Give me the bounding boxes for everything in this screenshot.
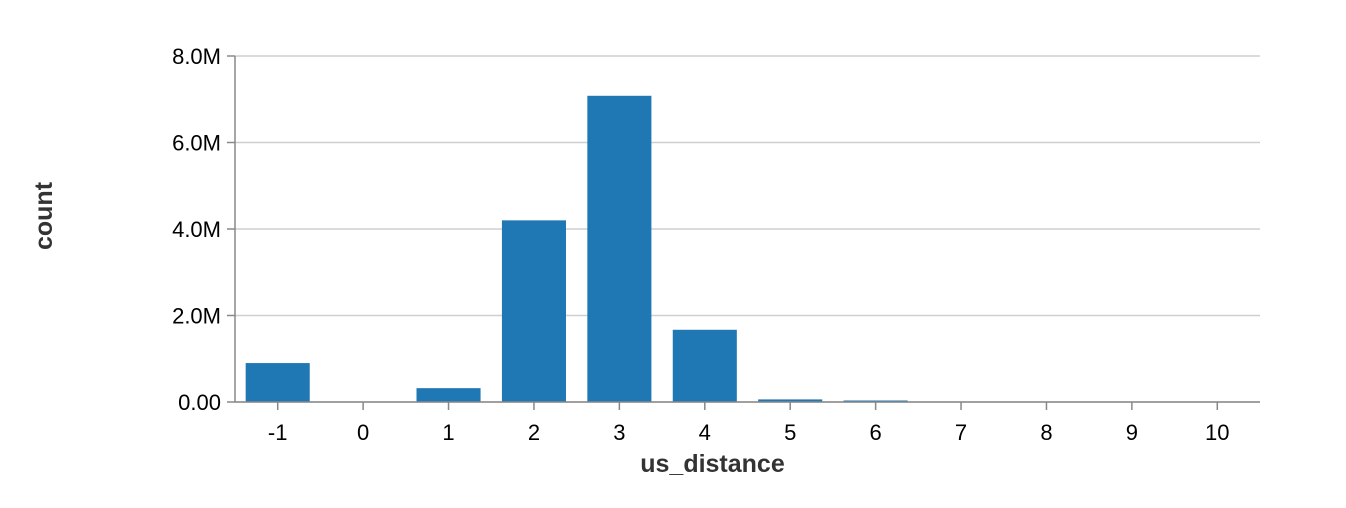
x-tick-label-3: 3: [613, 420, 625, 445]
bar-5: [758, 399, 823, 402]
x-tick-label-7: 7: [955, 420, 967, 445]
y-tick-label-4: 8.0M: [172, 44, 221, 69]
x-tick-label-0: 0: [357, 420, 369, 445]
x-axis-ticks: -1 0 1 2 3 4 5 6 7 8 9 10: [268, 402, 1230, 445]
x-tick-label-4: 4: [699, 420, 711, 445]
bar--1: [245, 363, 310, 402]
bar-4: [672, 329, 737, 402]
y-tick-label-2: 4.0M: [172, 217, 221, 242]
bar-2: [501, 220, 566, 402]
x-tick-label-6: 6: [870, 420, 882, 445]
x-tick-label-8: 8: [1040, 420, 1052, 445]
gridlines: [235, 55, 1260, 403]
x-axis-title: us_distance: [640, 450, 785, 478]
y-axis-title: count: [30, 181, 58, 250]
bar-3: [587, 95, 652, 402]
y-tick-label-3: 6.0M: [172, 131, 221, 156]
x-tick-label-9: 9: [1126, 420, 1138, 445]
x-tick-label--1: -1: [268, 420, 288, 445]
bars: [245, 95, 908, 402]
y-axis-ticks: 0.00 2.0M 4.0M 6.0M 8.0M: [172, 44, 235, 415]
x-tick-label-2: 2: [528, 420, 540, 445]
bar-1: [416, 388, 481, 402]
x-tick-label-10: 10: [1205, 420, 1229, 445]
y-tick-label-1: 2.0M: [172, 304, 221, 329]
x-tick-label-5: 5: [784, 420, 796, 445]
x-tick-label-1: 1: [442, 420, 454, 445]
y-tick-label-0: 0.00: [178, 390, 221, 415]
